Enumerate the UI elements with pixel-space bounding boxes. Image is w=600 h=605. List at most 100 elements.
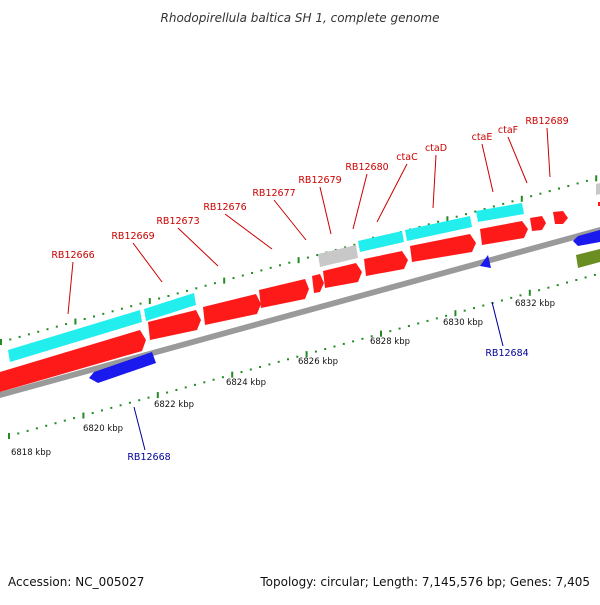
upper-minor-tick <box>455 215 458 218</box>
upper-minor-tick <box>502 202 505 205</box>
scale-minor-tick <box>91 411 94 414</box>
label-rb12666-leader <box>67 261 74 315</box>
scale-minor-tick <box>35 427 38 430</box>
cyan-feature-5[interactable] <box>476 203 524 222</box>
label-rb12677[interactable]: RB12677 <box>252 188 295 199</box>
cds-reverse-1[interactable] <box>89 352 156 383</box>
label-ctaf[interactable]: ctaF <box>498 125 518 136</box>
upper-minor-tick <box>139 302 142 305</box>
scale-minor-tick <box>314 350 317 353</box>
cds-forward-8[interactable] <box>410 234 476 262</box>
label-ctac[interactable]: ctaC <box>396 152 418 163</box>
scale-minor-tick <box>445 314 448 317</box>
label-rb12679[interactable]: RB12679 <box>298 175 341 186</box>
scale-minor-tick <box>184 386 187 389</box>
label-rb12673[interactable]: RB12673 <box>156 216 199 227</box>
upper-minor-tick <box>83 317 86 320</box>
upper-minor-tick <box>437 220 440 223</box>
scale-minor-tick <box>482 304 485 307</box>
scale-minor-tick <box>538 289 541 292</box>
upper-minor-tick <box>474 210 477 213</box>
cds-forward-6[interactable] <box>323 263 362 288</box>
upper-minor-tick <box>213 282 216 285</box>
scale-minor-tick <box>277 360 280 363</box>
upper-minor-tick <box>558 187 560 190</box>
upper-minor-tick <box>111 310 114 313</box>
cds-forward-7[interactable] <box>364 251 408 276</box>
scale-minor-tick <box>73 417 76 420</box>
scale-minor-tick <box>547 286 550 289</box>
scale-label: 6826 kbp <box>298 357 338 367</box>
lower-gene-labels: RB12668 RB12684 <box>127 301 529 463</box>
scale-minor-tick <box>221 376 224 379</box>
scale-minor-tick <box>352 340 355 343</box>
upper-minor-tick <box>120 307 123 310</box>
scale-major-tick <box>380 330 382 337</box>
scale-minor-tick <box>324 348 327 351</box>
cyan-feature-4[interactable] <box>405 216 472 241</box>
upper-minor-tick <box>46 328 49 331</box>
upper-minor-tick <box>548 190 551 193</box>
scale-minor-tick <box>556 284 559 287</box>
label-rb12679-leader <box>319 186 332 235</box>
upper-minor-tick <box>260 269 263 272</box>
scale-minor-tick <box>26 429 29 432</box>
scale-minor-tick <box>175 388 178 391</box>
upper-minor-tick <box>27 333 30 336</box>
upper-minor-tick <box>241 274 244 277</box>
label-rb12676[interactable]: RB12676 <box>203 202 246 213</box>
map-title: Rhodopirellula baltica SH 1, complete ge… <box>161 11 440 25</box>
label-rb12689[interactable]: RB12689 <box>525 116 568 127</box>
scale-minor-tick <box>500 299 503 302</box>
scale-minor-tick <box>101 409 103 412</box>
cyan-feature-2[interactable] <box>144 293 196 321</box>
cds-forward-10[interactable] <box>530 216 546 231</box>
olive-feature[interactable] <box>576 249 600 268</box>
label-rb12689-leader <box>546 127 551 178</box>
cyan-feature-1[interactable] <box>8 310 142 362</box>
label-rb12680[interactable]: RB12680 <box>345 162 388 173</box>
grey-feature-2[interactable] <box>596 183 600 195</box>
upper-minor-tick <box>344 246 347 249</box>
label-ctad[interactable]: ctaD <box>425 143 447 154</box>
cds-forward-9[interactable] <box>480 221 528 245</box>
upper-minor-tick <box>483 208 486 211</box>
label-rb12669[interactable]: RB12669 <box>111 231 154 242</box>
scale-minor-tick <box>203 381 206 384</box>
scale-minor-tick <box>593 273 596 276</box>
cds-forward-3[interactable] <box>203 294 261 325</box>
upper-minor-tick <box>269 266 272 269</box>
label-rb12666[interactable]: RB12666 <box>51 250 94 261</box>
label-ctaf-leader <box>507 136 528 184</box>
cds-reverse-3[interactable] <box>573 230 600 246</box>
upper-minor-tick <box>232 277 235 280</box>
grey-feature-1[interactable] <box>318 245 358 267</box>
cds-forward-11[interactable] <box>553 211 568 224</box>
cds-forward-2[interactable] <box>148 310 201 340</box>
cds-reverse-2[interactable] <box>480 255 491 268</box>
cyan-feature-3[interactable] <box>358 231 404 252</box>
upper-minor-tick <box>176 292 179 295</box>
highlight-features <box>8 203 524 362</box>
cds-forward-4[interactable] <box>259 279 309 308</box>
genome-summary: Topology: circular; Length: 7,145,576 bp… <box>259 575 590 589</box>
label-rb12684[interactable]: RB12684 <box>485 348 528 359</box>
scale-minor-tick <box>138 399 141 402</box>
upper-minor-tick <box>279 264 281 267</box>
upper-major-tick <box>446 216 449 223</box>
cds-forward-1[interactable] <box>0 330 146 392</box>
scale-minor-tick <box>287 358 289 361</box>
scale-minor-tick <box>249 368 252 371</box>
cds-forward-5[interactable] <box>312 274 324 293</box>
scale-label: 6830 kbp <box>443 318 483 328</box>
scale-minor-tick <box>296 355 299 358</box>
label-rb12669-leader <box>132 242 163 283</box>
label-rb12668[interactable]: RB12668 <box>127 452 170 463</box>
upper-minor-tick <box>186 289 188 292</box>
label-ctae[interactable]: ctaE <box>472 132 493 143</box>
upper-major-tick <box>520 195 523 202</box>
scale-minor-tick <box>268 363 271 366</box>
scale-minor-tick <box>194 383 196 386</box>
scale-minor-tick <box>147 396 150 399</box>
scale-minor-tick <box>333 345 336 348</box>
